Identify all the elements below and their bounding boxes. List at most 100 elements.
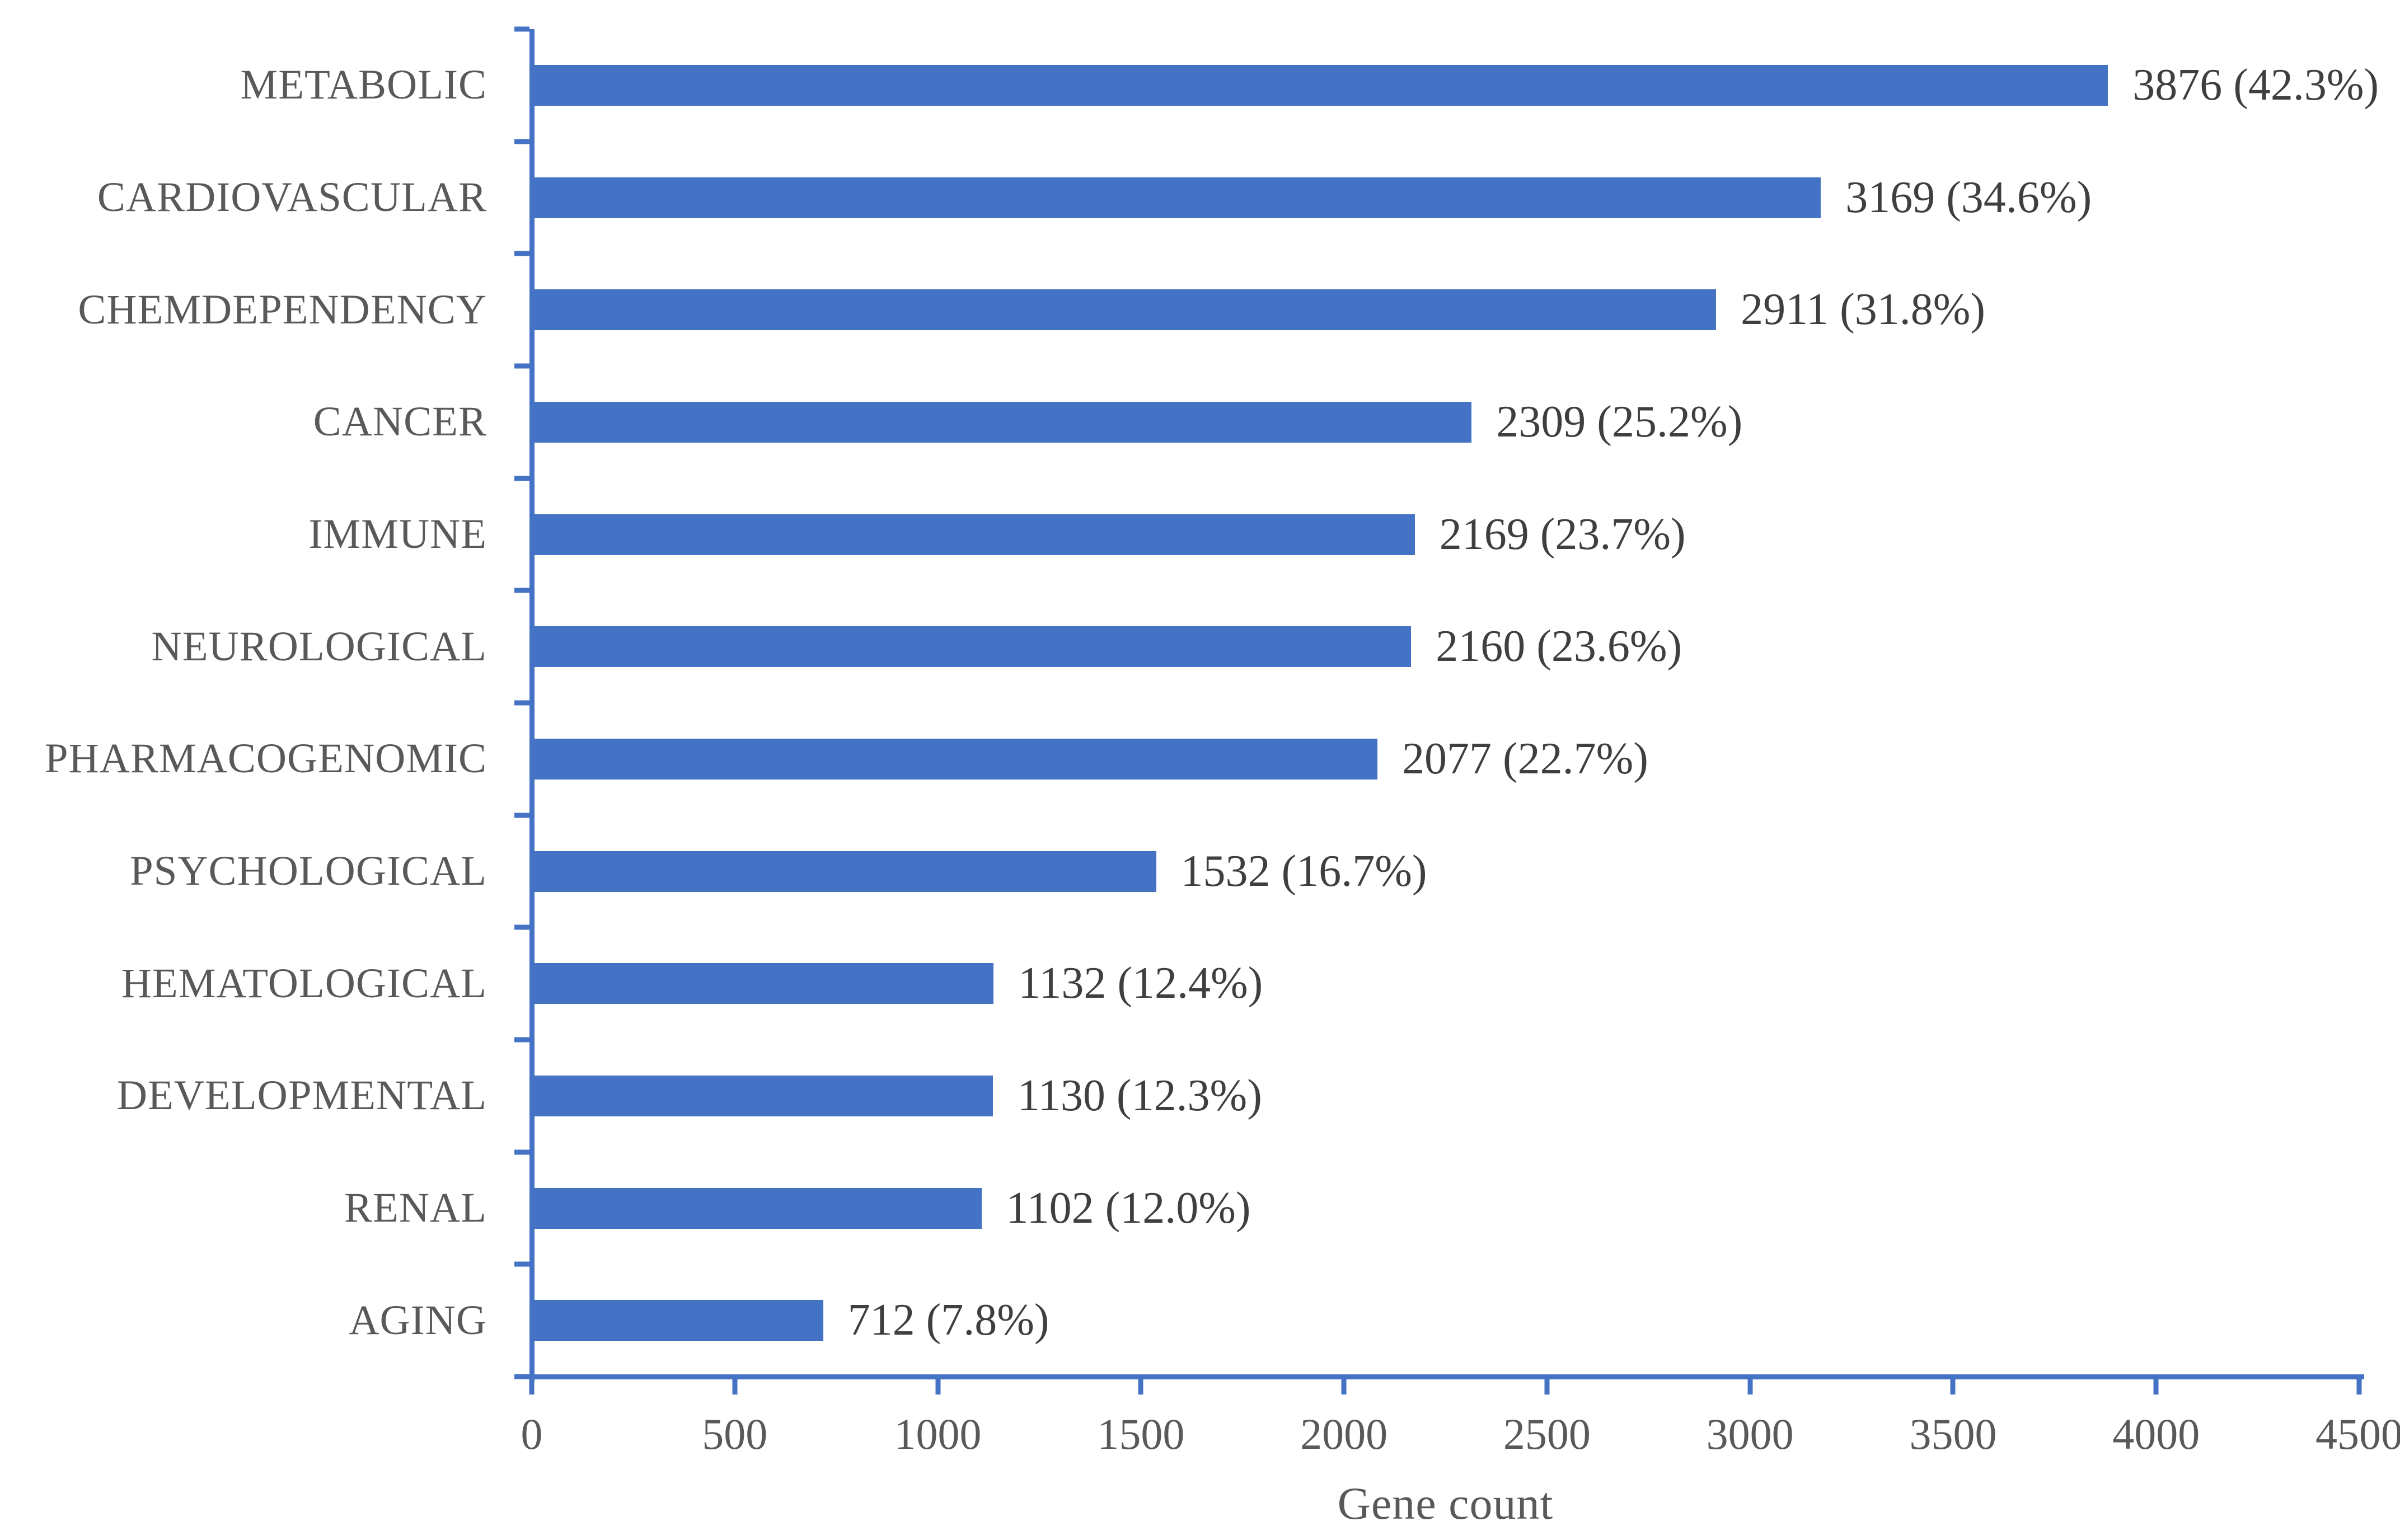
bar — [534, 738, 1377, 780]
bar-value-label: 3876 (42.3%) — [2132, 60, 2379, 110]
x-axis-tick — [1138, 1379, 1143, 1395]
bar-row: DEVELOPMENTAL 1130 (12.3%) — [0, 1040, 2361, 1152]
y-axis-tick — [514, 813, 529, 818]
category-label: PHARMACOGENOMIC — [44, 735, 487, 782]
y-axis-tick — [514, 1261, 529, 1267]
y-axis-ticks — [514, 26, 529, 1379]
bar-zone: 3876 (42.3%) — [534, 29, 2379, 142]
x-axis-title: Gene count — [1337, 1478, 1554, 1529]
x-axis-tick — [1950, 1379, 1956, 1395]
bar — [534, 514, 1415, 555]
bar — [534, 1300, 823, 1341]
bar-zone: 2911 (31.8%) — [534, 253, 2361, 366]
bar — [534, 851, 1156, 892]
x-axis-tick — [2356, 1379, 2362, 1395]
y-axis-tick — [514, 924, 529, 930]
y-axis-tick — [514, 363, 529, 369]
bar-value-label: 1130 (12.3%) — [1017, 1071, 1262, 1120]
y-axis-tick — [514, 476, 529, 481]
category-label: PSYCHOLOGICAL — [129, 848, 487, 895]
bar-value-label: 1132 (12.4%) — [1018, 959, 1263, 1008]
category-label: DEVELOPMENTAL — [116, 1072, 487, 1119]
x-tick-label: 1500 — [1097, 1410, 1185, 1458]
x-tick-label: 4000 — [2112, 1410, 2200, 1458]
x-tick-label: 3000 — [1706, 1410, 1794, 1458]
bar-value-label: 712 (7.8%) — [847, 1295, 1049, 1345]
bar-row: CANCER 2309 (25.2%) — [0, 366, 2361, 478]
x-axis-tick — [935, 1379, 941, 1395]
category-label: CANCER — [313, 398, 487, 445]
bar — [534, 289, 1717, 331]
bar-value-label: 3169 (34.6%) — [1845, 172, 2092, 222]
bar-row: IMMUNE 2169 (23.7%) — [0, 478, 2361, 591]
bar-zone: 712 (7.8%) — [534, 1264, 2361, 1377]
bar-zone: 3169 (34.6%) — [534, 142, 2361, 254]
bar-zone: 2309 (25.2%) — [534, 366, 2361, 478]
bar-zone: 1102 (12.0%) — [534, 1152, 2361, 1265]
x-tick-label: 2000 — [1300, 1410, 1388, 1458]
y-axis-tick — [514, 1374, 529, 1379]
x-axis-tick-labels: 0 500 1000 1500 2000 2500 3000 3500 4000… — [521, 1409, 2400, 1462]
category-label: CHEMDEPENDENCY — [78, 286, 487, 333]
x-axis-tick — [529, 1379, 535, 1395]
bar-zone: 2160 (23.6%) — [534, 590, 2361, 703]
bar-row: PSYCHOLOGICAL 1532 (16.7%) — [0, 815, 2361, 928]
y-axis-tick — [514, 139, 529, 144]
x-axis-ticks — [529, 1379, 2362, 1395]
x-axis-tick — [1747, 1379, 1753, 1395]
bar-row: RENAL 1102 (12.0%) — [0, 1152, 2361, 1265]
bar — [534, 963, 994, 1004]
bar-rows: METABOLIC 3876 (42.3%) CARDIOVASCULAR 31… — [0, 29, 2379, 1377]
bar-value-label: 1102 (12.0%) — [1006, 1183, 1251, 1233]
x-axis-tick — [1544, 1379, 1550, 1395]
bar-row: CARDIOVASCULAR 3169 (34.6%) — [0, 142, 2361, 254]
x-tick-label: 4500 — [2315, 1410, 2400, 1458]
x-tick-label: 0 — [521, 1410, 543, 1458]
x-axis-tick — [732, 1379, 738, 1395]
category-label: CARDIOVASCULAR — [97, 174, 487, 220]
x-tick-label: 3500 — [1909, 1410, 1997, 1458]
x-axis-line — [529, 1374, 2364, 1379]
bar-zone: 2169 (23.7%) — [534, 478, 2361, 591]
bar-row: METABOLIC 3876 (42.3%) — [0, 29, 2379, 142]
x-tick-label: 1000 — [894, 1410, 982, 1458]
bar-row: NEUROLOGICAL 2160 (23.6%) — [0, 590, 2361, 703]
category-label: METABOLIC — [240, 62, 487, 109]
bar-row: PHARMACOGENOMIC 2077 (22.7%) — [0, 703, 2361, 815]
y-axis-tick — [514, 1149, 529, 1155]
category-label: IMMUNE — [308, 511, 487, 558]
category-label: NEUROLOGICAL — [151, 623, 487, 670]
y-axis-tick — [514, 1037, 529, 1043]
category-label: RENAL — [344, 1185, 487, 1232]
y-axis-tick — [514, 251, 529, 256]
y-axis-line — [529, 29, 535, 1382]
y-axis-tick — [514, 700, 529, 706]
bar-row: AGING 712 (7.8%) — [0, 1264, 2361, 1377]
bar-value-label: 2911 (31.8%) — [1741, 285, 1986, 335]
bar — [534, 177, 1821, 218]
x-axis-tick — [1341, 1379, 1347, 1395]
bar — [534, 64, 2108, 106]
bar-row: HEMATOLOGICAL 1132 (12.4%) — [0, 927, 2361, 1040]
bar — [534, 401, 1472, 443]
bar-zone: 1130 (12.3%) — [534, 1040, 2361, 1152]
bar — [534, 1187, 982, 1229]
category-label: HEMATOLOGICAL — [121, 960, 487, 1007]
bar-value-label: 2160 (23.6%) — [1436, 622, 1682, 672]
bar-value-label: 1532 (16.7%) — [1180, 846, 1427, 896]
bar-zone: 1532 (16.7%) — [534, 815, 2361, 928]
bar-value-label: 2077 (22.7%) — [1401, 734, 1648, 783]
bar — [534, 1075, 993, 1116]
x-tick-label: 500 — [702, 1410, 768, 1458]
bar-zone: 1132 (12.4%) — [534, 927, 2361, 1040]
bar-value-label: 2309 (25.2%) — [1496, 397, 1743, 447]
y-axis-tick — [514, 588, 529, 593]
x-tick-label: 2500 — [1503, 1410, 1591, 1458]
bar-value-label: 2169 (23.7%) — [1439, 509, 1686, 559]
bar-row: CHEMDEPENDENCY 2911 (31.8%) — [0, 253, 2361, 366]
category-label: AGING — [349, 1297, 487, 1344]
y-axis-tick — [514, 26, 529, 32]
bar — [534, 626, 1412, 668]
x-axis-tick — [2153, 1379, 2159, 1395]
